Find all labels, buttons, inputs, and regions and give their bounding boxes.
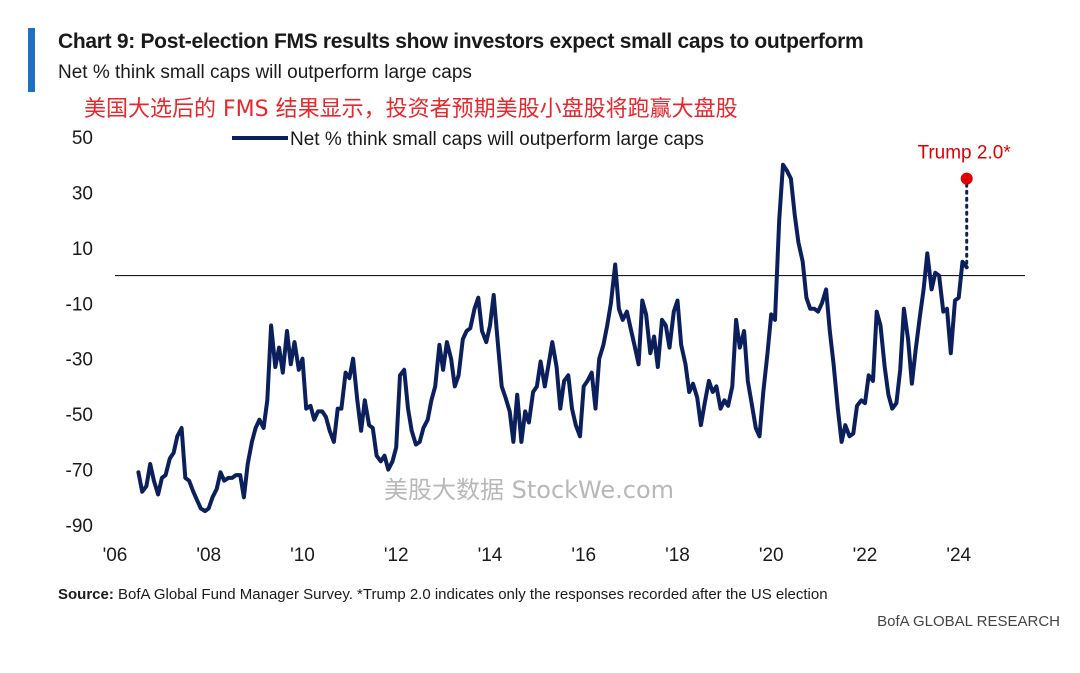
x-tick-label: '24 bbox=[946, 545, 971, 566]
source-text: BofA Global Fund Manager Survey. *Trump … bbox=[113, 586, 828, 603]
x-tick-label: '12 bbox=[384, 545, 409, 566]
annotation-dot bbox=[960, 172, 973, 185]
chart-subtitle: Net % think small caps will outperform l… bbox=[58, 62, 472, 83]
watermark: 美股大数据 StockWe.com bbox=[384, 476, 675, 504]
source-prefix: Source: bbox=[58, 586, 114, 603]
trump-annotation: Trump 2.0* bbox=[917, 143, 1011, 265]
brand-label: BofA GLOBAL RESEARCH bbox=[877, 613, 1060, 630]
x-tick-label: '14 bbox=[478, 545, 503, 566]
x-tick-label: '18 bbox=[665, 545, 690, 566]
title-accent-bar bbox=[28, 28, 35, 92]
y-tick-label: -10 bbox=[66, 294, 93, 315]
y-tick-label: -90 bbox=[66, 516, 93, 537]
chinese-title: 美国大选后的 FMS 结果显示，投资者预期美股小盘股将跑赢大盘股 bbox=[84, 97, 738, 122]
y-tick-label: -70 bbox=[66, 461, 93, 482]
x-tick-label: '22 bbox=[853, 545, 878, 566]
legend: Net % think small caps will outperform l… bbox=[232, 129, 704, 150]
legend-label: Net % think small caps will outperform l… bbox=[290, 129, 704, 150]
y-axis-ticks: 50 30 10 -10 -30 -50 -70 -90 bbox=[66, 128, 93, 537]
y-tick-label: -50 bbox=[66, 405, 93, 426]
x-tick-label: '06 bbox=[103, 545, 128, 566]
chart-title: Chart 9: Post-election FMS results show … bbox=[58, 30, 864, 53]
source-note: Source: BofA Global Fund Manager Survey.… bbox=[58, 586, 828, 603]
y-tick-label: 50 bbox=[72, 128, 93, 149]
x-axis-ticks: '06 '08 '10 '12 '14 '16 '18 '20 '22 '24 bbox=[103, 545, 972, 566]
annotation-label: Trump 2.0* bbox=[917, 143, 1011, 164]
x-tick-label: '08 bbox=[196, 545, 221, 566]
y-tick-label: -30 bbox=[66, 350, 93, 371]
y-tick-label: 30 bbox=[72, 183, 93, 204]
x-tick-label: '20 bbox=[759, 545, 784, 566]
series-line-small-caps bbox=[136, 162, 969, 514]
x-tick-label: '16 bbox=[571, 545, 596, 566]
x-tick-label: '10 bbox=[290, 545, 315, 566]
y-tick-label: 10 bbox=[72, 239, 93, 260]
